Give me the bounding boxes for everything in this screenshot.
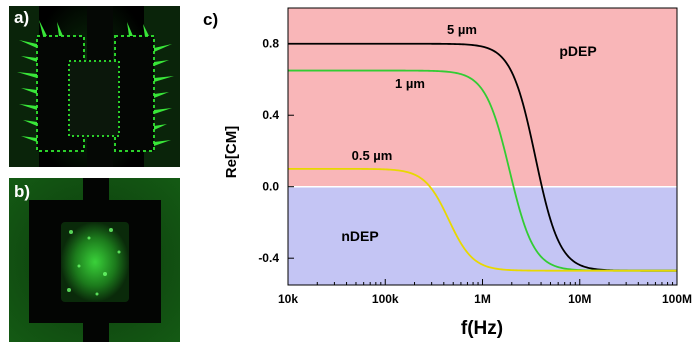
series-label-05um: 0.5 µm <box>352 148 393 163</box>
microscopy-image-a: a) <box>9 6 180 167</box>
series-label-1um: 1 µm <box>395 76 425 91</box>
panel-label-a: a) <box>14 8 30 27</box>
plot-curves <box>288 42 677 272</box>
y-tick-label: 0.8 <box>262 37 279 51</box>
panel-label-b: b) <box>14 182 31 201</box>
region-ndep <box>288 186 677 285</box>
curve-05um <box>288 167 677 272</box>
x-axis-label: f(Hz) <box>461 318 503 339</box>
plot-regions <box>288 8 677 285</box>
panel-label-c: c) <box>203 10 219 29</box>
series-label-5um: 5 µm <box>447 22 477 37</box>
region-labels: pDEP nDEP <box>341 43 596 244</box>
region-label-pdep: pDEP <box>559 43 596 59</box>
y-axis: 0.8 0.4 0.0 -0.4 <box>258 37 294 265</box>
series-labels: 5 µm 1 µm 0.5 µm <box>352 22 477 163</box>
electrode-fluorescence-a <box>9 6 180 167</box>
y-tick-label: -0.4 <box>258 251 279 265</box>
microscopy-image-b: b) <box>9 178 180 342</box>
x-tick-label: 100k <box>372 292 399 306</box>
x-tick-label: 100M <box>662 292 692 306</box>
y-axis-label: Re[CM] <box>223 126 240 179</box>
x-axis: 10k 100k 1M 10M 100M <box>278 279 692 306</box>
x-tick-label: 10M <box>568 292 591 306</box>
region-pdep <box>288 8 677 187</box>
x-tick-label: 10k <box>278 292 298 306</box>
y-tick-label: 0.0 <box>262 180 279 194</box>
region-label-ndep: nDEP <box>341 228 378 244</box>
x-tick-label: 1M <box>474 292 491 306</box>
electrode-fluorescence-b <box>9 178 180 342</box>
y-tick-label: 0.4 <box>262 108 279 122</box>
